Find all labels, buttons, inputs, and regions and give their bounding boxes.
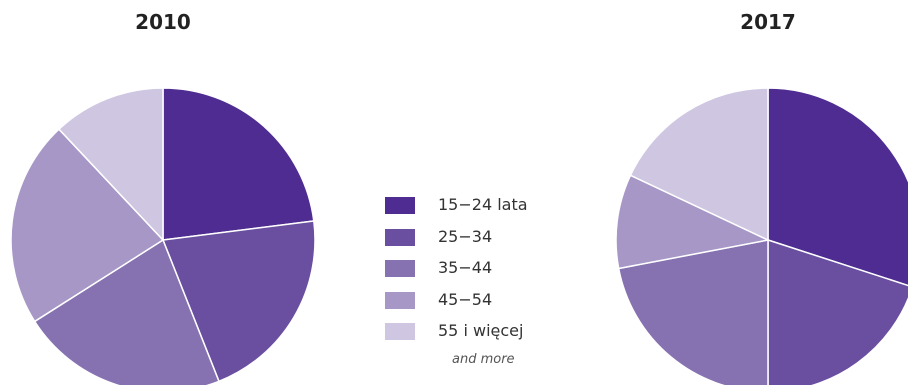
pie-2010-slice-2	[161, 220, 316, 383]
legend-label: 15−24 lata	[438, 195, 528, 214]
pie-title-2017: 2017	[740, 10, 796, 34]
legend-label: 25−34	[438, 226, 493, 246]
legend-swatch	[385, 260, 415, 277]
legend-label: 35−44	[438, 258, 493, 277]
legend-swatch	[385, 323, 415, 340]
legend-swatch	[385, 197, 415, 214]
pie-2017-slice-5	[629, 87, 769, 242]
pie-2010	[10, 87, 316, 385]
legend-swatch	[385, 228, 415, 246]
legend-subtitle: and more	[452, 352, 515, 367]
legend-swatch	[385, 291, 415, 309]
pie-2017	[615, 87, 908, 385]
pie-2010-slice-4	[10, 128, 165, 323]
legend-label: 55 i więcej	[438, 321, 524, 340]
pie-2017-slice-3	[617, 239, 769, 385]
pie-title-2010: 2010	[135, 10, 191, 34]
legend-label: 45−54	[438, 289, 493, 309]
pie-2010-slice-1	[162, 87, 315, 241]
pie-2017-slice-2	[767, 238, 908, 385]
pie-2010-slice-5	[57, 87, 164, 242]
pie-2010-slice-3	[33, 238, 220, 385]
pie-2017-slice-4	[615, 174, 771, 270]
pie-2017-slice-1	[767, 87, 908, 287]
